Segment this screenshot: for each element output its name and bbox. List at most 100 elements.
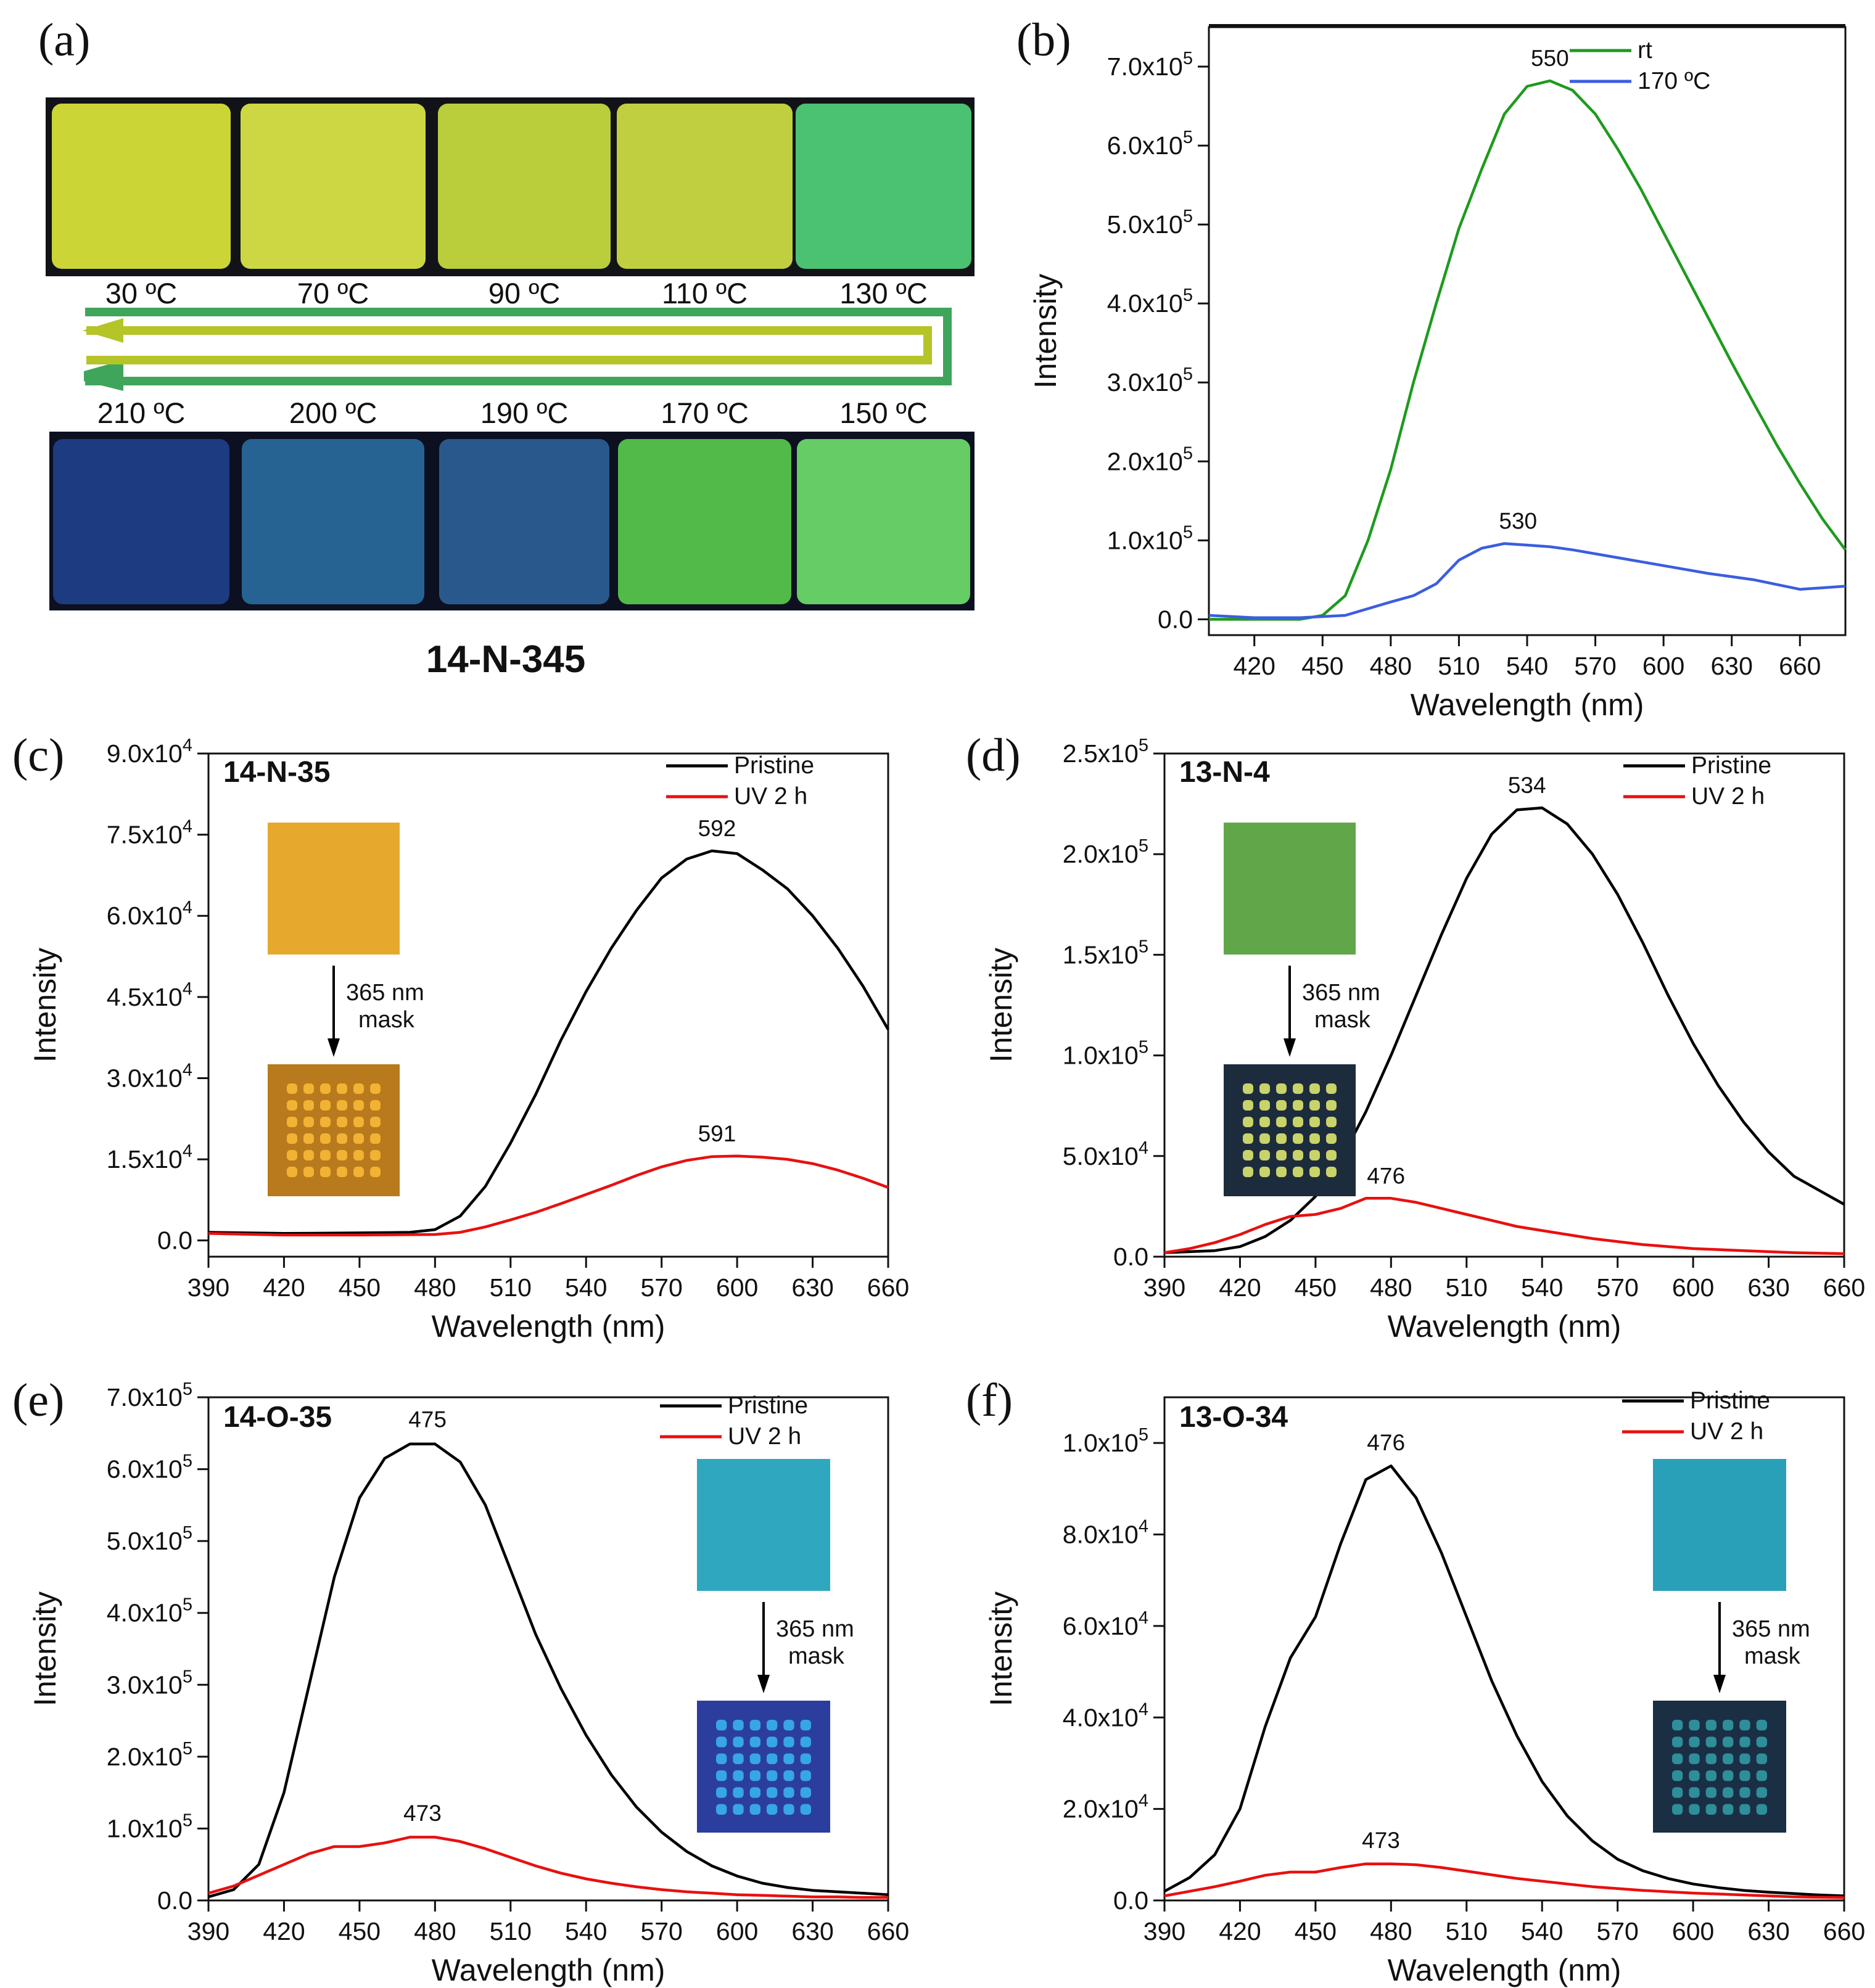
temp-label-bottom: 200 ºC: [289, 396, 377, 429]
y-tick-mantissa: 1.5x10: [107, 1145, 183, 1173]
x-tick-label: 600: [1642, 652, 1684, 680]
x-tick-label: 420: [263, 1917, 305, 1945]
x-tick-label: 450: [339, 1273, 381, 1302]
inset-grid-cell: [1739, 1770, 1750, 1781]
temp-label-bottom: 210 ºC: [97, 396, 186, 429]
x-axis-title: Wavelength (nm): [432, 1953, 666, 1987]
x-tick-label: 450: [1295, 1273, 1337, 1302]
y-tick-exponent: 5: [1139, 736, 1148, 755]
x-tick-label: 450: [1301, 652, 1343, 680]
inset-grid-cell: [337, 1167, 347, 1177]
inset-grid-cell: [287, 1083, 297, 1094]
inset-grid-cell: [370, 1167, 381, 1177]
y-tick-exponent: 5: [1183, 128, 1193, 147]
x-tick-label: 450: [1295, 1917, 1337, 1945]
x-tick-label: 570: [1574, 652, 1616, 680]
y-tick-mantissa: 6.0x10: [107, 902, 183, 930]
y-axis-title: Intensity: [28, 948, 62, 1062]
y-tick-label: 2.0x105: [107, 1739, 192, 1771]
inset-grid-cell: [353, 1167, 364, 1177]
y-tick-label: 1.0x105: [1063, 1038, 1148, 1070]
inset-grid-cell: [370, 1117, 381, 1127]
inset-grid-cell: [1689, 1804, 1700, 1815]
inset-grid-cell: [800, 1787, 811, 1798]
panel-letter-f: (f): [966, 1374, 1013, 1426]
legend-label: Pristine: [728, 1392, 808, 1419]
inset-grid-cell: [370, 1100, 381, 1111]
y-tick-label: 6.0x104: [107, 898, 192, 930]
inset-grid-cell: [1705, 1736, 1716, 1748]
inset-grid-cell: [370, 1133, 381, 1144]
y-tick-label: 8.0x104: [1063, 1517, 1148, 1549]
inset-grid-cell: [320, 1150, 331, 1160]
y-tick-exponent: 5: [183, 1379, 192, 1399]
inset-grid-cell: [1276, 1133, 1287, 1144]
inset-photo-before: [1224, 823, 1356, 955]
inset-grid-cell: [767, 1720, 778, 1731]
inset-grid-cell: [303, 1167, 314, 1177]
sample-name-a: 14-N-345: [426, 638, 585, 681]
inset-grid-cell: [1723, 1753, 1734, 1764]
inset-grid-cell: [1293, 1133, 1303, 1144]
chart-f: (f) 13-O-34 390 420 450 480 510 540 570 600 630 660…: [966, 1374, 1865, 1987]
y-tick-label: 4.0x105: [1107, 285, 1193, 318]
x-tick-label: 450: [339, 1917, 381, 1945]
inset-grid-cell: [1326, 1117, 1337, 1127]
panel-letter-c: (c): [12, 729, 64, 781]
inset-grid-cell: [287, 1150, 297, 1160]
y-tick-label: 3.0x105: [107, 1667, 192, 1699]
peak-label: 591: [698, 1121, 736, 1146]
peak-label: 473: [403, 1801, 442, 1826]
x-tick-label: 660: [1823, 1917, 1865, 1945]
y-tick-mantissa: 6.0x10: [1063, 1612, 1139, 1640]
inset-grid-cell: [353, 1100, 364, 1111]
y-tick-exponent: 5: [1183, 364, 1193, 384]
inset-grid-cell: [1739, 1720, 1750, 1731]
y-tick-label: 0.0: [157, 1226, 192, 1255]
inset-photo-before: [268, 823, 400, 955]
annotation-mask: mask: [1314, 1007, 1371, 1033]
inset-grid-cell: [1309, 1083, 1320, 1094]
inset-grid-cell: [767, 1753, 778, 1764]
temp-label-bottom: 170 ºC: [661, 396, 749, 429]
y-tick-exponent: 5: [1183, 207, 1193, 226]
y-axis-title: Intensity: [984, 1592, 1018, 1706]
y-tick-mantissa: 9.0x10: [107, 739, 183, 768]
y-tick-exponent: 5: [183, 1739, 192, 1759]
inset-grid-cell: [1276, 1150, 1287, 1160]
series-line-uv-2-h: [208, 1836, 888, 1899]
y-tick-label: 0.0: [1113, 1242, 1148, 1271]
series-line-pristine: [208, 849, 889, 1235]
y-tick-mantissa: 4.0x10: [107, 1599, 183, 1627]
inset-grid-cell: [1259, 1100, 1270, 1111]
y-tick-mantissa: 5.0x10: [1063, 1142, 1139, 1170]
inset-grid-cell: [287, 1133, 297, 1144]
y-tick-mantissa: 7.0x10: [107, 1383, 183, 1411]
sample-tile-bottom: [439, 439, 609, 604]
x-axis-title: Wavelength (nm): [432, 1309, 666, 1344]
x-tick-label: 480: [414, 1917, 456, 1945]
temp-label-top: 130 ºC: [839, 277, 928, 310]
y-tick-exponent: 5: [1139, 937, 1148, 956]
inset-grid-cell: [800, 1770, 811, 1781]
chart-d: (d) 13-N-4 390 420 450 480 510 540 570 600 630 660 0…: [966, 729, 1865, 1344]
inset-grid-cell: [1309, 1133, 1320, 1144]
y-tick-label: 3.0x104: [107, 1060, 192, 1092]
y-tick-exponent: 4: [183, 1060, 192, 1080]
sample-name-e: 14-O-35: [223, 1401, 332, 1434]
y-tick-exponent: 5: [183, 1595, 192, 1615]
x-tick-label: 570: [640, 1917, 682, 1945]
x-tick-label: 420: [1219, 1917, 1261, 1945]
annotation-wavelength: 365 nm: [346, 980, 424, 1006]
x-tick-label: 480: [1370, 1917, 1412, 1945]
inset-grid-cell: [1723, 1804, 1734, 1815]
inset-grid-cell: [1243, 1100, 1253, 1111]
y-tick-label: 0.0: [157, 1886, 192, 1915]
inset-grid-cell: [1756, 1736, 1767, 1748]
peak-label: 475: [408, 1407, 447, 1432]
chart-b: (b)420 450 480 510 540 570 600 630 6600.01.0x105…: [1016, 14, 1847, 722]
inset-photo-after-frame: [1224, 1064, 1356, 1196]
legend-label: UV 2 h: [1691, 783, 1765, 810]
inset-grid-cell: [1739, 1753, 1750, 1764]
